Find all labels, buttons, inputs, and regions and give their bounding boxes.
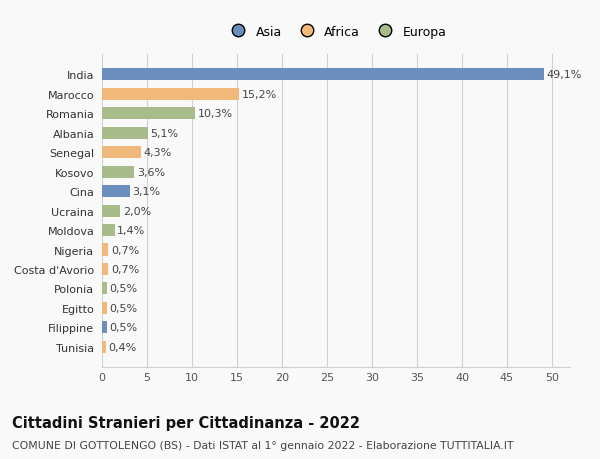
Bar — [102, 128, 148, 140]
Text: 0,7%: 0,7% — [111, 245, 139, 255]
Text: COMUNE DI GOTTOLENGO (BS) - Dati ISTAT al 1° gennaio 2022 - Elaborazione TUTTITA: COMUNE DI GOTTOLENGO (BS) - Dati ISTAT a… — [12, 440, 514, 450]
Bar — [102, 224, 115, 236]
Text: 3,1%: 3,1% — [133, 187, 161, 197]
Text: 2,0%: 2,0% — [123, 206, 151, 216]
Bar — [102, 205, 120, 217]
Bar — [102, 244, 109, 256]
Text: 4,3%: 4,3% — [143, 148, 172, 158]
Bar — [102, 166, 134, 179]
Bar — [102, 263, 109, 275]
Bar — [102, 69, 544, 81]
Text: 3,6%: 3,6% — [137, 168, 165, 177]
Bar — [102, 322, 107, 334]
Text: Cittadini Stranieri per Cittadinanza - 2022: Cittadini Stranieri per Cittadinanza - 2… — [12, 415, 360, 431]
Text: 1,4%: 1,4% — [118, 225, 146, 235]
Bar — [102, 89, 239, 101]
Text: 49,1%: 49,1% — [547, 70, 582, 80]
Text: 0,5%: 0,5% — [109, 303, 137, 313]
Bar — [102, 283, 107, 295]
Bar — [102, 341, 106, 353]
Bar — [102, 108, 195, 120]
Text: 0,5%: 0,5% — [109, 323, 137, 333]
Bar — [102, 147, 141, 159]
Text: 0,7%: 0,7% — [111, 264, 139, 274]
Text: 10,3%: 10,3% — [197, 109, 233, 119]
Text: 15,2%: 15,2% — [241, 90, 277, 100]
Text: 0,5%: 0,5% — [109, 284, 137, 294]
Text: 0,4%: 0,4% — [109, 342, 137, 352]
Legend: Asia, Africa, Europa: Asia, Africa, Europa — [221, 21, 452, 44]
Text: 5,1%: 5,1% — [151, 129, 179, 139]
Bar — [102, 186, 130, 198]
Bar — [102, 302, 107, 314]
